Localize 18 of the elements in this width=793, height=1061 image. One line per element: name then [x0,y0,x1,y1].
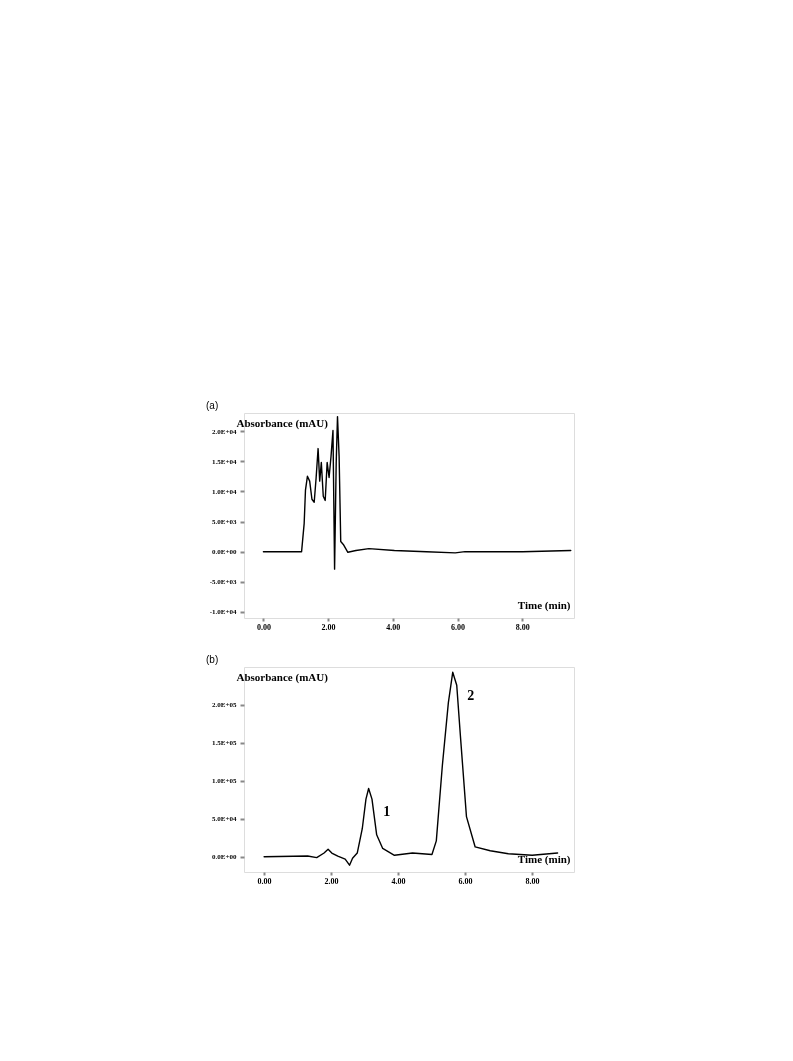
x-tick-label: 6.00 [458,876,473,886]
x-tick-label: 2.00 [321,622,336,632]
annotation: 1 [383,804,391,820]
x-tick-label: 0.00 [256,622,271,632]
x-tick-label: 6.00 [451,622,466,632]
x-tick-label: 8.00 [525,876,540,886]
y-axis-title: Absorbance (mAU) [236,670,329,684]
x-tick-label: 2.00 [324,876,339,886]
x-tick-label: 0.00 [257,876,272,886]
x-axis-title: Time (min) [517,852,571,866]
y-axis-title: Absorbance (mAU) [236,416,329,430]
chart-title: (b) [206,654,219,665]
x-tick-label: 4.00 [391,876,406,886]
x-tick-label: 8.00 [515,622,530,632]
x-axis-title: Time (min) [517,598,571,612]
chart-title: (a) [206,400,219,411]
annotation: 2 [467,688,475,704]
x-tick-label: 4.00 [386,622,401,632]
